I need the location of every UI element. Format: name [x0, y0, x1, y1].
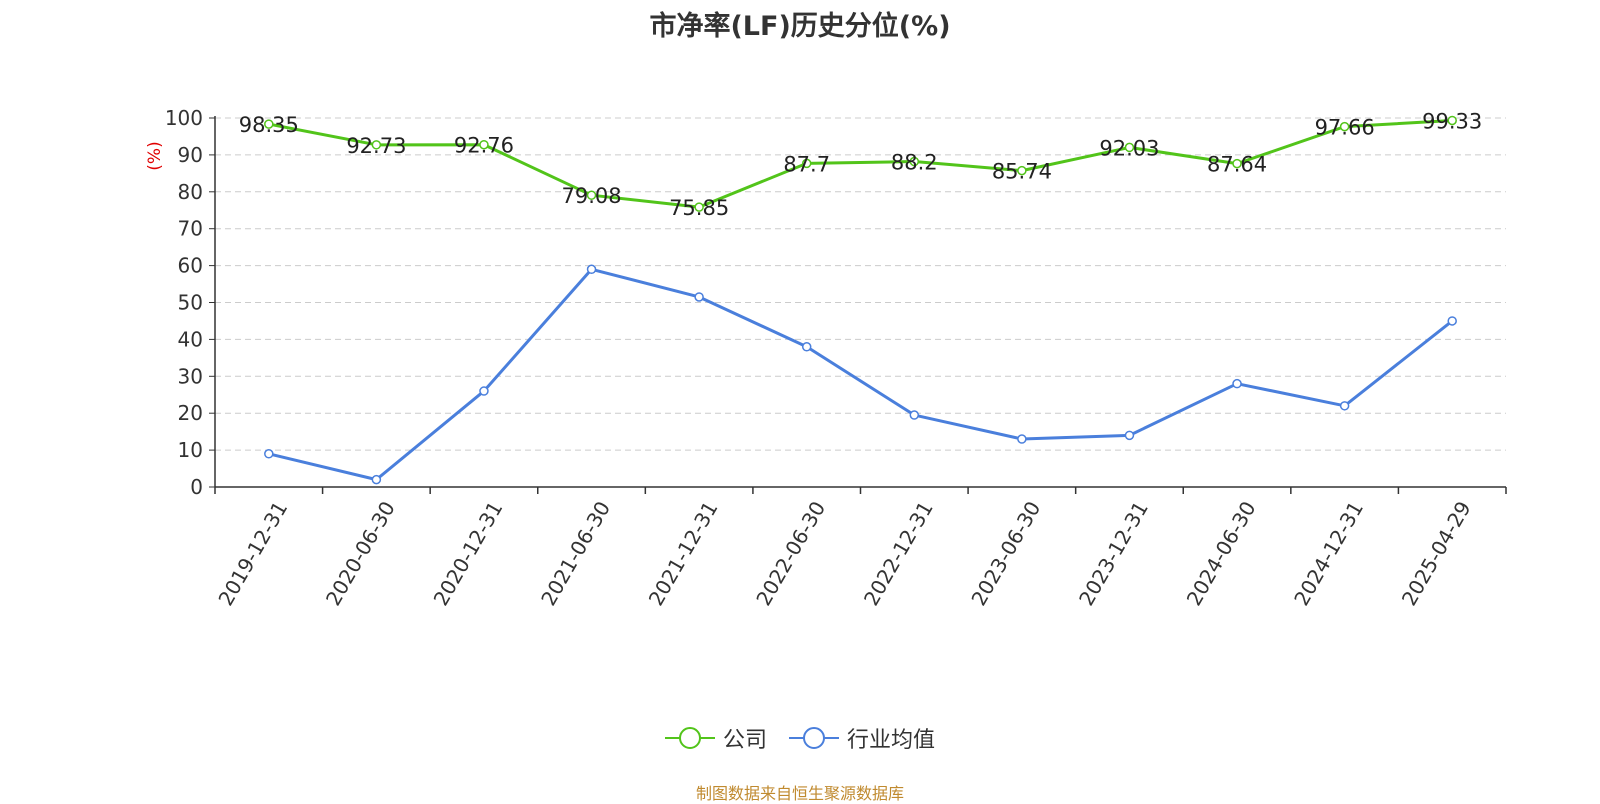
- legend: 公司 行业均值: [0, 722, 1600, 754]
- y-tick-label: 10: [178, 438, 203, 462]
- y-tick-label: 60: [178, 254, 203, 278]
- data-point-industry-average[interactable]: [909, 410, 920, 420]
- x-tick-label: 2023-06-30: [966, 497, 1045, 610]
- data-point-industry-average[interactable]: [371, 474, 382, 485]
- y-tick-label: 50: [178, 291, 203, 315]
- data-point-company[interactable]: [801, 158, 812, 169]
- data-point-company[interactable]: [1124, 142, 1135, 153]
- legend-label-industry-average: 行业均值: [847, 728, 936, 753]
- data-point-company[interactable]: [694, 202, 704, 212]
- x-tick-label: 2022-06-30: [751, 497, 830, 610]
- data-label-company: 79.08: [561, 184, 621, 208]
- chart-title: 市净率(LF)历史分位(%): [649, 11, 951, 42]
- axes: 0 10 20 30 40 50 60 70 80 90 100 2019-12-31 2020-06-…: [165, 106, 1507, 610]
- data-point-company[interactable]: [1017, 165, 1027, 176]
- data-labels: 98.35 92.73 92.76 79.08 75.85 87.7 88.2 85.74 92…: [239, 109, 1483, 220]
- legend-item-company[interactable]: 公司: [664, 722, 767, 754]
- series-line-industry-average: [268, 267, 1454, 482]
- data-point-industry-average[interactable]: [479, 386, 489, 396]
- source-note: 制图数据来自恒生聚源数据库: [695, 784, 904, 803]
- data-point-industry-average[interactable]: [1017, 434, 1027, 444]
- y-tick-label: 70: [178, 217, 203, 241]
- data-label-company: 99.33: [1422, 109, 1482, 133]
- data-label-company: 92.03: [1099, 136, 1159, 160]
- series-lines: [264, 115, 1457, 485]
- x-tick-label: 2019-12-31: [213, 497, 292, 610]
- data-point-company[interactable]: [1339, 121, 1350, 132]
- data-point-company[interactable]: [479, 139, 489, 150]
- data-label-company: 97.66: [1315, 116, 1375, 140]
- x-tick-label: 2022-12-31: [859, 497, 938, 610]
- data-label-company: 85.74: [992, 160, 1052, 184]
- series-line-company: [268, 118, 1453, 209]
- y-tick-label: 40: [178, 327, 203, 351]
- y-tick-label: 30: [178, 364, 203, 388]
- x-tick-label: 2023-12-31: [1074, 497, 1153, 610]
- data-label-company: 98.35: [239, 113, 299, 137]
- data-point-industry-average[interactable]: [1124, 430, 1135, 441]
- data-point-industry-average[interactable]: [1447, 316, 1457, 326]
- data-label-company: 87.7: [783, 152, 830, 176]
- x-tick-label: 2021-06-30: [536, 497, 615, 610]
- x-tick-label: 2020-12-31: [429, 497, 508, 610]
- data-point-company[interactable]: [371, 140, 382, 150]
- data-point-company[interactable]: [264, 119, 274, 129]
- legend-marker-industry-average: [789, 727, 839, 749]
- data-point-industry-average[interactable]: [264, 449, 274, 459]
- x-tick-label: 2024-06-30: [1182, 497, 1261, 610]
- legend-marker-company: [664, 727, 715, 749]
- x-tick-label: 2024-12-31: [1289, 497, 1368, 610]
- data-point-company[interactable]: [586, 190, 597, 200]
- y-tick-label: 20: [178, 401, 203, 425]
- y-tick-label: 90: [178, 143, 203, 167]
- y-tick-label: 0: [190, 475, 203, 499]
- x-tick-label: 2020-06-30: [321, 497, 400, 610]
- data-point-company[interactable]: [909, 156, 920, 167]
- x-tick-label: 2021-12-31: [644, 497, 723, 610]
- legend-item-industry-average[interactable]: 行业均值: [789, 722, 935, 754]
- data-point-industry-average[interactable]: [1339, 401, 1350, 411]
- data-point-industry-average[interactable]: [801, 342, 812, 352]
- data-point-industry-average[interactable]: [694, 292, 704, 302]
- grid-lines: [215, 117, 1506, 451]
- data-point-industry-average[interactable]: [586, 264, 597, 275]
- y-tick-label: 100: [165, 106, 203, 130]
- data-label-company: 88.2: [891, 151, 938, 175]
- data-point-industry-average[interactable]: [1232, 378, 1242, 389]
- y-axis-title: (%): [145, 141, 165, 170]
- data-label-company: 92.76: [454, 134, 514, 158]
- data-label-company: 92.73: [346, 134, 406, 158]
- x-tick-label: 2025-04-29: [1397, 497, 1476, 610]
- data-label-company: 87.64: [1207, 153, 1267, 177]
- data-point-company[interactable]: [1232, 158, 1242, 169]
- y-tick-label: 80: [178, 180, 203, 204]
- data-label-company: 75.85: [669, 196, 729, 220]
- data-point-company[interactable]: [1447, 115, 1457, 126]
- legend-label-company: 公司: [722, 728, 767, 753]
